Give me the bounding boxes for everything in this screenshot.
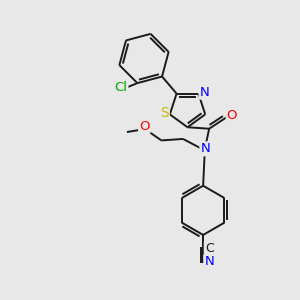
Text: C: C (205, 242, 214, 255)
Text: N: N (200, 142, 210, 155)
Text: O: O (139, 119, 150, 133)
Text: N: N (204, 255, 214, 268)
Text: O: O (227, 109, 237, 122)
Text: Cl: Cl (114, 81, 128, 94)
Text: N: N (200, 85, 209, 99)
Text: S: S (160, 106, 169, 120)
